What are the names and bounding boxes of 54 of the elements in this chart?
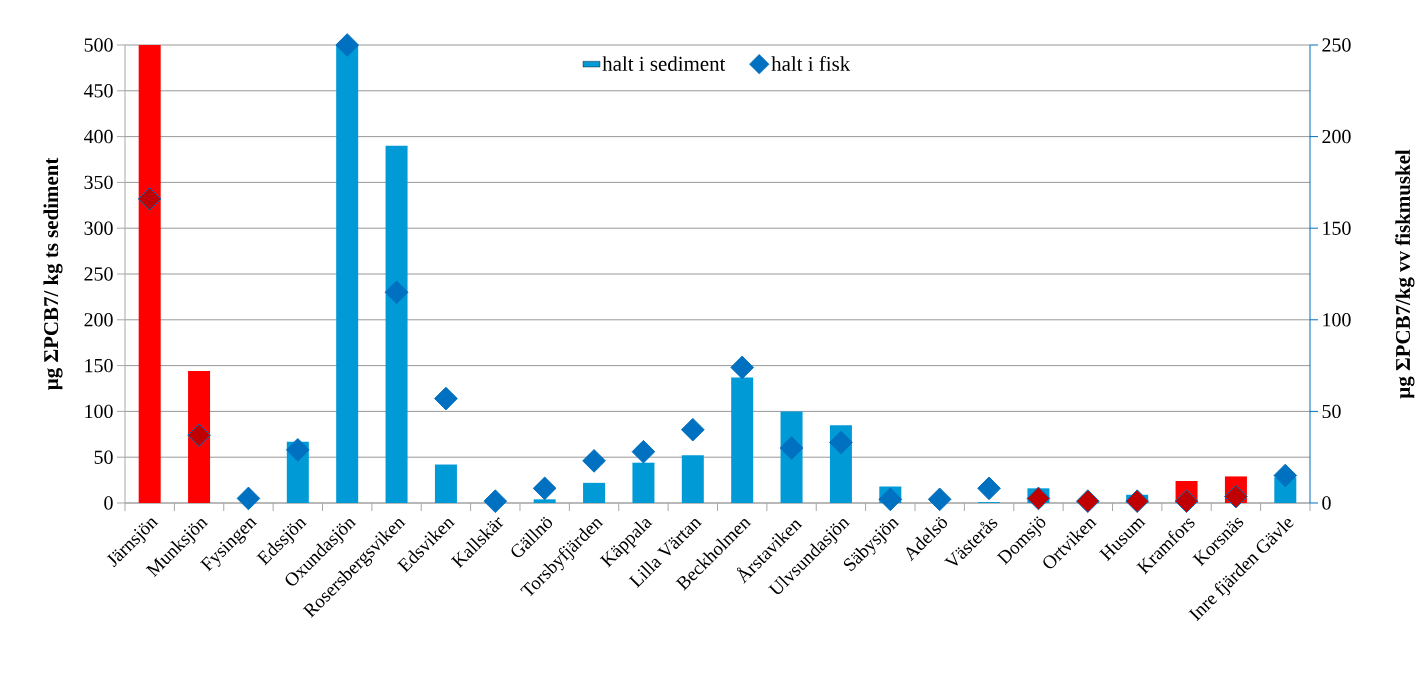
y-tick-label: 50 (94, 450, 113, 464)
point (779, 436, 804, 460)
point (335, 33, 359, 57)
point (1026, 486, 1051, 511)
y-tick-label: 200 (84, 313, 113, 327)
point (532, 476, 557, 501)
point (1075, 489, 1100, 513)
bar (138, 44, 161, 503)
point (927, 487, 952, 512)
bar (681, 455, 704, 503)
y-tick-label: 300 (84, 221, 113, 235)
point (187, 423, 211, 448)
y2-tick-label: 150 (1323, 221, 1351, 235)
point (434, 386, 458, 411)
point (384, 280, 409, 305)
point (681, 417, 705, 442)
y-tick-label: 500 (84, 38, 113, 52)
y2-tick-label: 200 (1322, 129, 1351, 144)
y2-tick-label: 0 (1322, 496, 1331, 510)
point (977, 476, 1001, 501)
y2-tick-label: 250 (1322, 38, 1351, 52)
bar (583, 482, 606, 503)
y2-tick-label: 100 (1323, 313, 1351, 327)
point (878, 487, 903, 512)
point (1174, 489, 1199, 513)
point (1125, 489, 1149, 513)
bar (434, 464, 457, 503)
bar (731, 377, 754, 503)
y-tick-label: 350 (84, 175, 113, 190)
point (730, 355, 754, 380)
bar (632, 462, 655, 503)
point (582, 449, 606, 473)
y-tick-label: 150 (85, 358, 113, 373)
point (1273, 463, 1298, 488)
bar (385, 145, 408, 503)
point (631, 439, 656, 464)
legend-label: halt i fisk (771, 56, 851, 71)
bar (336, 44, 359, 503)
y-tick-label: 400 (83, 129, 113, 144)
y-axis-title: µg ΣPCB7/ kg ts sediment (43, 157, 63, 390)
bar (533, 499, 556, 503)
point (1224, 484, 1248, 509)
point (236, 486, 261, 511)
y-tick-label: 100 (85, 404, 113, 419)
y2-axis-title: µg ΣPCB7/kg vv fiskmuskel (1395, 149, 1415, 399)
point (137, 187, 162, 211)
point (286, 438, 310, 462)
point (829, 430, 853, 455)
y-tick-label: 250 (84, 267, 113, 281)
y2-tick-label: 50 (1322, 404, 1341, 419)
point (483, 489, 508, 513)
legend-label: halt i sediment (602, 56, 726, 71)
y-tick-label: 0 (104, 496, 113, 510)
y-tick-label: 450 (83, 84, 113, 98)
